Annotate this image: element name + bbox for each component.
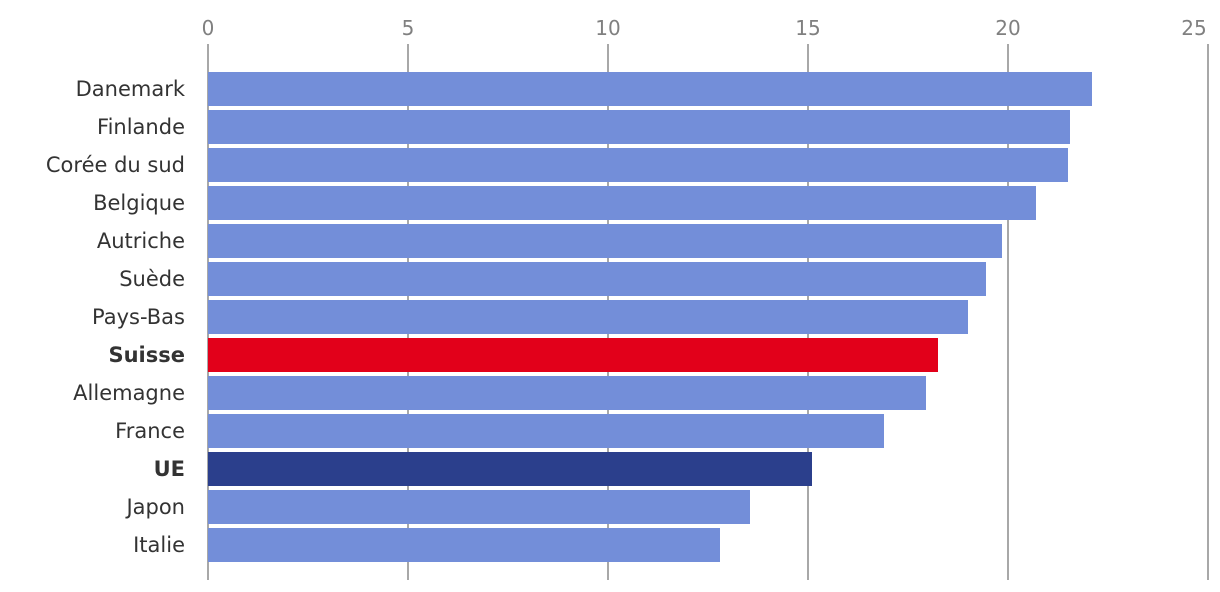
category-label: Corée du sud: [46, 153, 185, 177]
x-tick-label: 10: [595, 16, 620, 40]
bar: [208, 414, 884, 448]
x-axis-ticks: 0 5 10 15 20 25: [202, 16, 1207, 40]
bar: [208, 528, 720, 562]
category-label: UE: [154, 457, 185, 481]
bar: [208, 338, 938, 372]
x-tick-label: 0: [202, 16, 215, 40]
bars: [208, 72, 1092, 562]
x-tick-label: 25: [1181, 16, 1206, 40]
bar: [208, 148, 1068, 182]
category-label: Allemagne: [73, 381, 185, 405]
x-tick-label: 5: [402, 16, 415, 40]
category-label: Belgique: [93, 191, 185, 215]
category-label: Pays-Bas: [92, 305, 185, 329]
category-label: Danemark: [76, 77, 186, 101]
category-label: Italie: [133, 533, 185, 557]
x-tick-label: 15: [795, 16, 820, 40]
bar: [208, 452, 812, 486]
category-label: Japon: [124, 495, 185, 519]
category-label: Suisse: [108, 343, 185, 367]
bar: [208, 186, 1036, 220]
category-label: Autriche: [97, 229, 185, 253]
category-labels: Danemark Finlande Corée du sud Belgique Autr…: [46, 77, 186, 557]
bar: [208, 300, 968, 334]
x-tick-label: 20: [995, 16, 1020, 40]
category-label: Finlande: [97, 115, 185, 139]
bar: [208, 490, 750, 524]
bar: [208, 376, 926, 410]
bar: [208, 110, 1070, 144]
category-label: France: [115, 419, 185, 443]
bar: [208, 262, 986, 296]
bar: [208, 224, 1002, 258]
bar: [208, 72, 1092, 106]
category-label: Suède: [119, 267, 185, 291]
